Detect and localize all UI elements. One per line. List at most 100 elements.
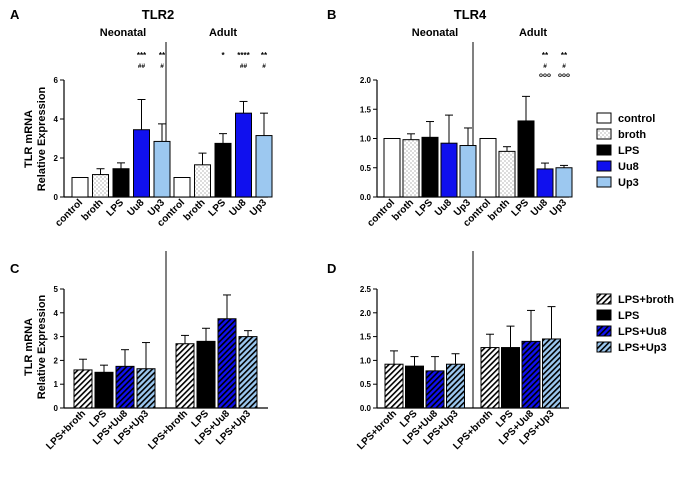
panel-a-significance-hash: # (262, 63, 266, 70)
y-axis-title-line-2: Relative Expression (36, 86, 48, 191)
panel-d-x-tick-label: LPS+broth (355, 408, 399, 452)
panel-a-group-label-adult: Adult (209, 27, 237, 39)
panel-d-y-tick-label: 2.5 (360, 285, 372, 294)
legend-swatch-broth (596, 128, 612, 140)
panel-b-bar (479, 138, 497, 198)
panel-c-y-tick-label: 3 (54, 333, 59, 342)
panel-a-group-label-neonatal: Neonatal (100, 27, 146, 39)
panel-c-bar (196, 340, 216, 409)
panel-d-y-tick-label: 1.5 (360, 333, 372, 342)
legend-swatch-uu8 (596, 160, 612, 172)
panel-d-y-tick-label: 1.0 (360, 356, 372, 365)
panel-d-y-tick-label: 2.0 (360, 309, 372, 318)
panel-d-y-tick-label: 0.0 (360, 404, 372, 413)
panel-a-significance-hash: # (160, 63, 164, 70)
panel-b-bar (459, 145, 477, 198)
legend-label-lps: LPS (618, 145, 639, 157)
panel-a-bar (173, 177, 191, 198)
panel-a-y-tick-label: 2 (54, 154, 59, 163)
panel-a-significance-star: **** (237, 51, 250, 60)
legend-swatch-lps-up3 (596, 341, 612, 353)
panel-b-significance-hash: # (562, 63, 566, 70)
panel-a-significance-star: ** (261, 51, 268, 60)
legend-swatch-up3 (596, 176, 612, 188)
panel-b-x-tick-label: broth (486, 197, 512, 223)
legend-top: control broth LPS Uu8 Up3 (596, 112, 655, 189)
panel-b-bar (517, 120, 535, 198)
panel-b-y-tick-label: 1.0 (360, 135, 372, 144)
panel-a-x-tick-label: Up3 (248, 197, 269, 218)
panel-b-x-tick-label: LPS (510, 197, 532, 219)
panel-c-y-tick-label: 5 (54, 285, 59, 294)
panel-b-y-tick-label: 2.0 (360, 76, 372, 85)
panel-a-title: TLR2 (142, 7, 175, 22)
panel-c-bar (175, 343, 195, 409)
panel-c-bar (136, 368, 156, 409)
y-axis-title-bottom: TLR mRNA Relative Expression (23, 294, 48, 399)
panel-d-bar (446, 363, 465, 409)
panel-a-bar (194, 164, 211, 198)
legend-label-up3: Up3 (618, 177, 639, 189)
panel-b-bar (421, 136, 439, 198)
panel-b-significance-circles: ooo (558, 72, 570, 79)
panel-b-y-tick-label: 1.5 (360, 105, 372, 114)
legend-label-uu8: Uu8 (618, 161, 639, 173)
panel-b-significance-hash: # (543, 63, 547, 70)
panel-b-title: TLR4 (454, 7, 487, 22)
panel-b-x-tick-label: broth (390, 197, 416, 223)
panel-a-bar (153, 140, 171, 198)
panel-a-y-tick-label: 6 (54, 76, 59, 85)
panel-b-bar (555, 167, 573, 198)
legend-bottom: LPS+broth LPS LPS+Uu8 LPS+Up3 (596, 293, 674, 354)
panel-a-x-tick-label: control (53, 197, 85, 229)
panel-a-bar (235, 112, 252, 198)
panel-b-bar (440, 142, 458, 198)
panel-letter-a: A (10, 7, 20, 22)
panel-b-x-tick-label: Up3 (548, 197, 569, 218)
panel-a-bar (112, 168, 130, 198)
panel-a-y-tick-label: 4 (54, 115, 59, 124)
legend-label-control: control (618, 113, 655, 125)
panel-a-x-tick-label: broth (182, 197, 208, 223)
panel-a-bar (214, 142, 232, 198)
panel-b-bar (402, 139, 420, 198)
y-axis-title-top: TLR mRNA Relative Expression (23, 86, 48, 191)
panel-b-significance-star: ** (561, 51, 568, 60)
panel-letter-d: D (327, 261, 336, 276)
panel-a-bar (71, 177, 89, 198)
panel-b-bar (536, 168, 554, 198)
panel-letter-b: B (327, 7, 336, 22)
panel-c-bar (115, 365, 135, 409)
panel-d-y-tick-label: 0.5 (360, 380, 372, 389)
panel-a-significance-star: * (221, 51, 225, 60)
panel-b-x-tick-label: LPS (414, 197, 436, 219)
panel-a-x-tick-label: Uu8 (125, 197, 146, 218)
panel-b-y-tick-label: 0.5 (360, 164, 372, 173)
panel-d-bar (384, 363, 404, 409)
panel-c-bar (94, 371, 114, 409)
panel-d-bar (480, 347, 500, 409)
panel-b-group-label-adult: Adult (519, 27, 547, 39)
panel-a-x-tick-label: LPS (207, 197, 229, 219)
panel-d-bar (501, 347, 520, 409)
panel-a-significance-hash: ## (138, 63, 146, 70)
panel-b-bar (498, 150, 516, 198)
panel-b-x-tick-label: Uu8 (433, 197, 454, 218)
legend-swatch-control (596, 112, 612, 124)
panel-a-x-tick-label: Uu8 (227, 197, 248, 218)
legend-label-lps-up3: LPS+Up3 (618, 342, 667, 354)
legend-swatch-lps-uu8 (596, 325, 612, 337)
panel-a-significance-star: *** (137, 51, 147, 60)
legend-swatch-lps (596, 144, 612, 156)
panel-a-y-tick-label: 0 (54, 193, 59, 202)
panel-c-y-tick-label: 2 (54, 356, 59, 365)
panel-b-bar (383, 138, 401, 198)
panel-b-significance-star: ** (542, 51, 549, 60)
panel-a-significance-star: ** (159, 51, 166, 60)
panel-a-bar (255, 135, 273, 198)
panel-b-group-label-neonatal: Neonatal (412, 27, 458, 39)
panel-c-x-tick-label: LPS+broth (146, 408, 190, 452)
panel-a-bar (133, 129, 150, 198)
legend-label-lps: LPS (618, 310, 639, 322)
